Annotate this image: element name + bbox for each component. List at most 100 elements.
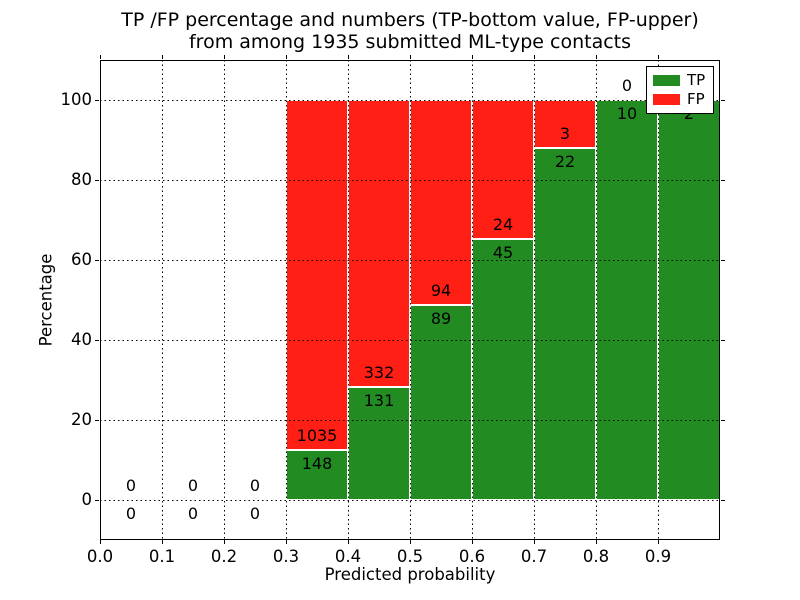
- x-tick-label: 0.8: [582, 547, 610, 566]
- chart-title-line1: TP /FP percentage and numbers (TP-bottom…: [121, 9, 699, 31]
- y-tick-left: [95, 419, 99, 421]
- x-gridline: [285, 60, 287, 540]
- x-tick-bottom: [99, 540, 101, 544]
- fp-count-label: 1035: [296, 425, 338, 445]
- tp-count-label: 22: [554, 152, 576, 171]
- x-gridline: [533, 60, 535, 540]
- bar-segment-tp: [286, 449, 348, 500]
- x-tick-bottom: [595, 540, 597, 544]
- x-tick-label: 0.1: [148, 547, 176, 566]
- y-gridline: [100, 499, 720, 501]
- y-gridline: [100, 259, 720, 261]
- y-gridline: [100, 179, 720, 181]
- chart-title: TP /FP percentage and numbers (TP-bottom…: [100, 9, 720, 53]
- x-tick-bottom: [161, 540, 163, 544]
- y-tick-right: [721, 339, 725, 341]
- x-gridline: [471, 60, 473, 540]
- tp-count-label: 0: [125, 504, 137, 523]
- x-tick-label: 0.7: [520, 547, 548, 566]
- x-tick-label: 0.0: [86, 547, 114, 566]
- tp-count-label: 89: [430, 309, 452, 329]
- bar-segment-tp: [534, 148, 596, 500]
- legend: TP FP: [646, 66, 714, 114]
- y-tick-right: [721, 259, 725, 261]
- bar-segment-tp: [658, 100, 720, 500]
- x-tick-bottom: [471, 540, 473, 544]
- x-tick-label: 0.4: [334, 547, 362, 566]
- y-tick-left: [95, 99, 99, 101]
- legend-label-tp: TP: [687, 71, 706, 89]
- y-tick-left: [95, 259, 99, 261]
- x-tick-top: [161, 55, 163, 59]
- plot-area: 0.0 0.1 0.2 0.3 0.4 0.5 0.6 0.7 0.8 0.9 0 20 40 60 80 1…: [61, 55, 725, 566]
- x-axis-label: Predicted probability: [324, 565, 496, 584]
- y-tick-right: [721, 99, 725, 101]
- y-gridline: [100, 99, 720, 101]
- fp-count-label: 0: [621, 76, 633, 95]
- x-tick-top: [657, 55, 659, 59]
- x-tick-top: [533, 55, 535, 59]
- bar-segment-fp: [286, 100, 348, 450]
- y-tick-label: 40: [71, 330, 92, 349]
- fp-count-label: 24: [492, 215, 514, 235]
- y-tick-right: [721, 499, 725, 501]
- x-tick-top: [471, 55, 473, 59]
- legend-entry-fp: FP: [653, 92, 713, 107]
- y-tick-left: [95, 179, 99, 181]
- y-tick-left: [95, 499, 99, 501]
- y-tick-label: 100: [60, 90, 93, 109]
- x-gridline: [595, 60, 597, 540]
- bar-segment-fp: [348, 100, 410, 387]
- x-gridline: [409, 60, 411, 540]
- y-tick-label: 20: [71, 410, 92, 429]
- x-gridline: [347, 60, 349, 540]
- bar-segment-tp: [348, 386, 410, 500]
- y-gridline: [100, 419, 720, 421]
- x-tick-label: 0.2: [210, 547, 238, 566]
- tp-count-label: 148: [301, 453, 333, 473]
- x-tick-top: [99, 55, 101, 59]
- x-gridline: [657, 60, 659, 540]
- fp-count-label: 0: [249, 476, 261, 495]
- legend-swatch-tp-icon: [653, 75, 680, 86]
- chart-title-line2: from among 1935 submitted ML-type contac…: [188, 31, 632, 53]
- fp-count-label: 332: [363, 362, 395, 382]
- x-tick-label: 0.6: [458, 547, 486, 566]
- tp-count-label: 0: [249, 504, 261, 523]
- bar-segment-tp: [472, 239, 534, 500]
- x-tick-bottom: [657, 540, 659, 544]
- legend-swatch-fp-icon: [653, 94, 680, 105]
- y-tick-right: [721, 179, 725, 181]
- y-tick-label: 80: [71, 170, 92, 189]
- tp-count-label: 45: [492, 243, 514, 263]
- x-tick-label: 0.9: [644, 547, 672, 566]
- x-tick-label: 0.3: [272, 547, 300, 566]
- x-tick-top: [223, 55, 225, 59]
- x-tick-bottom: [533, 540, 535, 544]
- x-tick-top: [285, 55, 287, 59]
- tp-count-label: 10: [616, 104, 638, 123]
- bar-segment-tp: [410, 305, 472, 500]
- bar-segment-fp: [534, 100, 596, 148]
- x-gridline: [223, 60, 225, 540]
- fp-count-label: 3: [559, 124, 571, 143]
- bar-segment-fp: [410, 100, 472, 306]
- fp-count-label: 0: [125, 476, 137, 495]
- bar-segment-tp: [596, 100, 658, 500]
- x-tick-bottom: [409, 540, 411, 544]
- x-tick-bottom: [223, 540, 225, 544]
- legend-label-fp: FP: [687, 90, 705, 108]
- x-gridline: [161, 60, 163, 540]
- x-tick-top: [347, 55, 349, 59]
- y-tick-label: 60: [71, 250, 92, 269]
- tp-count-label: 0: [187, 504, 199, 523]
- legend-entry-tp: TP: [653, 73, 713, 88]
- fp-count-label: 0: [187, 476, 199, 495]
- y-tick-left: [95, 339, 99, 341]
- y-tick-label: 0: [81, 490, 93, 509]
- x-tick-bottom: [285, 540, 287, 544]
- y-gridline: [100, 339, 720, 341]
- x-tick-bottom: [347, 540, 349, 544]
- x-tick-label: 0.5: [396, 547, 424, 566]
